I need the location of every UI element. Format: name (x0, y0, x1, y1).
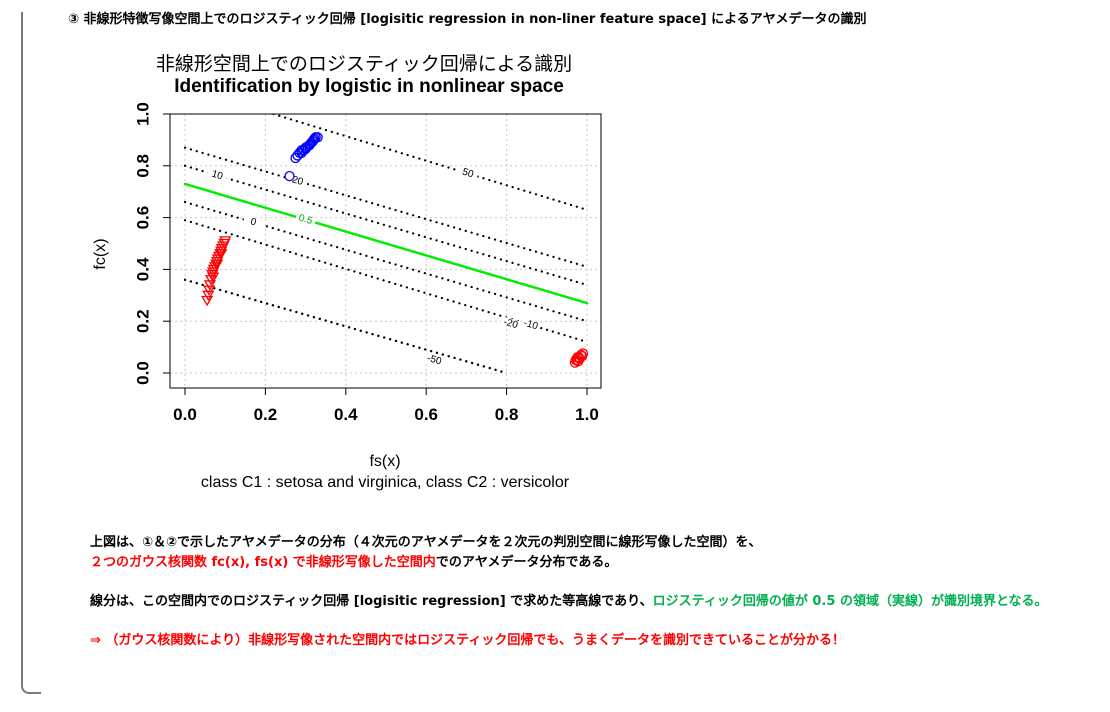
description-line-1: 上図は、①＆②で示したアヤメデータの分布（４次元のアヤメデータを２次元の判別空間… (90, 535, 762, 550)
contour-label: 10 (210, 169, 224, 183)
chart-title: 非線形空間上でのロジスティック回帰による識別 (156, 53, 572, 75)
x-tick-label: 0.2 (254, 405, 278, 424)
data-point-circle (312, 132, 323, 143)
data-point-circle (296, 147, 307, 158)
contour-label: -20 (502, 317, 519, 332)
contour-label: -10 (522, 318, 539, 333)
contour-label-bg (206, 167, 229, 183)
plot-background (170, 114, 601, 388)
contour-line (272, 114, 589, 211)
y-axis-label: fc(x) (92, 238, 109, 269)
contour-label: 0 (249, 216, 258, 228)
data-point-triangle (207, 272, 220, 283)
chart-container: 非線形空間上でのロジスティック回帰による識別 Identification by … (84, 42, 644, 497)
x-tick-label: 1.0 (575, 405, 599, 424)
chart-caption: class C1 : setosa and virginica, class C… (201, 474, 570, 491)
description-line-3-text: 線分は、この空間内でのロジスティック回帰 [logisitic regressi… (90, 594, 653, 609)
data-point-triangle (219, 236, 232, 247)
contour-label-bg (423, 352, 446, 368)
plot-frame (169, 113, 602, 389)
y-tick-label: 0.4 (133, 257, 152, 281)
data-point-triangle (202, 285, 216, 296)
contour-label-bg (519, 317, 542, 333)
description-line-2-rest: でのアヤメデータ分布である。 (435, 555, 618, 570)
chart-subtitle: Identification by logistic in nonlinear … (174, 76, 564, 97)
description-line-3: 線分は、この空間内でのロジスティック回帰 [logisitic regressi… (90, 592, 1100, 612)
contour-label-bg (294, 212, 317, 228)
description-line-3-highlight: ロジスティック回帰の値が 0.5 の領域（実線）が識別境界となる。 (652, 594, 1048, 609)
x-tick-label: 0.0 (173, 405, 197, 424)
y-tick-label: 0.2 (133, 309, 152, 333)
description-line-2: ２つのガウス核関数 fc(x), fs(x) で非線形写像した空間内でのアヤメデ… (90, 553, 1100, 573)
section-header: ③ 非線形特徴写像空間上でのロジスティック回帰 [logisitic regre… (68, 12, 867, 27)
contour-label-bg (456, 165, 479, 182)
data-point-triangle (215, 249, 228, 260)
x-axis-label: fs(x) (369, 453, 400, 470)
contour-label-bg (286, 173, 309, 189)
x-tick-label: 0.4 (334, 405, 358, 424)
left-frame-line (21, 12, 23, 684)
y-tick-label: 0.8 (133, 154, 152, 178)
contour-label: 50 (461, 167, 475, 181)
x-tick-label: 0.6 (414, 405, 438, 424)
data-point-triangle (202, 290, 215, 302)
contour-line (183, 182, 589, 305)
contour-label-bg (499, 316, 522, 332)
contour-label: -50 (426, 353, 443, 368)
y-tick-label: 1.0 (133, 102, 152, 126)
description-block: 上図は、①＆②で示したアヤメデータの分布（４次元のアヤメデータを２次元の判別空間… (90, 533, 1100, 651)
data-point-circle (570, 354, 581, 366)
contour-line (183, 278, 508, 375)
x-tick-label: 0.8 (495, 405, 519, 424)
data-point-circle (284, 171, 295, 182)
description-line-4: ⇒ （ガウス核関数により）非線形写像された空間内ではロジスティック回帰でも、うま… (90, 633, 845, 648)
y-tick-label: 0.6 (133, 206, 152, 230)
data-point-circle (572, 352, 583, 363)
y-tick-label: 0.0 (133, 361, 152, 385)
data-point-triangle (211, 259, 224, 271)
contour-label: 0.5 (297, 213, 314, 228)
description-line-2-highlight: ２つのガウス核関数 fc(x), fs(x) で非線形写像した空間内 (90, 555, 436, 570)
left-frame-corner (21, 682, 41, 694)
contour-label-bg (242, 214, 265, 230)
